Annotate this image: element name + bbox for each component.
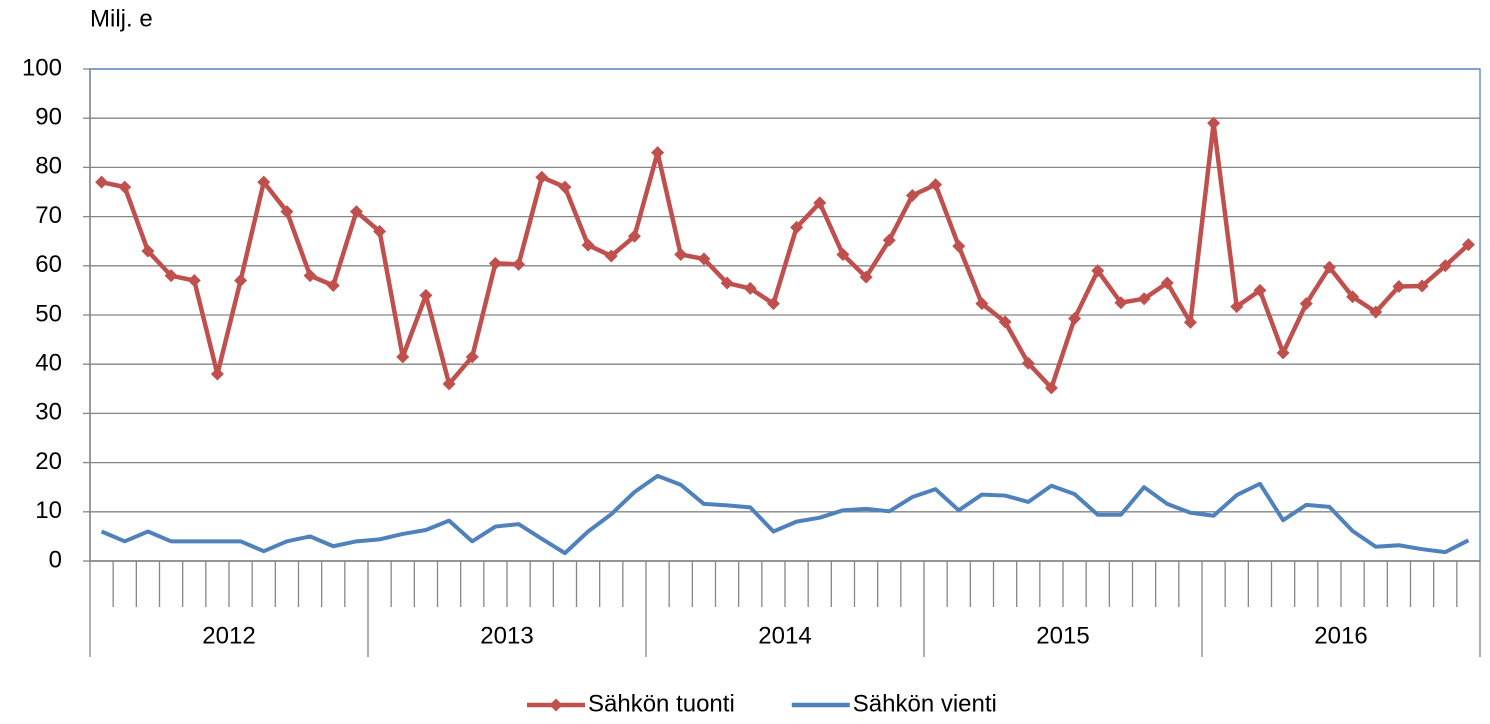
data-point bbox=[1183, 315, 1197, 329]
y-tick-label: 70 bbox=[35, 202, 62, 229]
data-point bbox=[558, 180, 572, 194]
data-point bbox=[882, 233, 896, 247]
data-point bbox=[1299, 297, 1313, 311]
data-point bbox=[349, 205, 363, 219]
data-point bbox=[442, 377, 456, 391]
data-point bbox=[396, 350, 410, 364]
data-point bbox=[836, 247, 850, 261]
data-point bbox=[1415, 279, 1429, 293]
y-tick-label: 80 bbox=[35, 153, 62, 180]
data-point bbox=[627, 229, 641, 243]
data-point bbox=[1207, 116, 1221, 130]
data-point bbox=[905, 188, 919, 202]
y-tick-label: 90 bbox=[35, 104, 62, 131]
data-point bbox=[187, 274, 201, 288]
data-point bbox=[1044, 381, 1058, 395]
x-group-label: 2015 bbox=[1036, 622, 1089, 649]
data-point bbox=[1276, 346, 1290, 360]
data-point bbox=[998, 315, 1012, 329]
data-point bbox=[535, 170, 549, 184]
data-point bbox=[1253, 283, 1267, 297]
data-point bbox=[1114, 296, 1128, 310]
data-point bbox=[929, 178, 943, 192]
y-tick-label: 10 bbox=[35, 497, 62, 524]
data-point bbox=[1392, 279, 1406, 293]
data-point bbox=[1160, 276, 1174, 290]
data-point bbox=[118, 180, 132, 194]
data-point bbox=[326, 278, 340, 292]
data-point bbox=[419, 288, 433, 302]
y-tick-label: 0 bbox=[49, 546, 62, 573]
data-point bbox=[766, 297, 780, 311]
data-point bbox=[141, 244, 155, 258]
data-point bbox=[1346, 290, 1360, 304]
data-point bbox=[975, 297, 989, 311]
y-tick-label: 30 bbox=[35, 399, 62, 426]
data-point bbox=[952, 239, 966, 253]
data-point bbox=[1021, 356, 1035, 370]
data-point bbox=[813, 196, 827, 210]
y-tick-label: 40 bbox=[35, 350, 62, 377]
data-point bbox=[697, 252, 711, 266]
data-point bbox=[581, 238, 595, 252]
y-tick-label: 100 bbox=[22, 54, 62, 81]
data-point bbox=[280, 205, 294, 219]
y-axis-label: Milj. e bbox=[90, 5, 153, 32]
data-point bbox=[95, 175, 109, 189]
data-point bbox=[210, 367, 224, 381]
y-tick-label: 20 bbox=[35, 448, 62, 475]
data-point bbox=[604, 249, 618, 263]
y-tick-label: 50 bbox=[35, 300, 62, 327]
data-point bbox=[1137, 292, 1151, 306]
x-group-label: 2012 bbox=[202, 622, 255, 649]
data-point bbox=[512, 257, 526, 271]
legend-label: Sähkön vienti bbox=[853, 690, 997, 717]
data-point bbox=[1438, 259, 1452, 273]
x-group-label: 2013 bbox=[480, 622, 533, 649]
data-point bbox=[720, 276, 734, 290]
data-point bbox=[465, 350, 479, 364]
data-point bbox=[1322, 260, 1336, 274]
data-point bbox=[859, 270, 873, 284]
x-group-label: 2014 bbox=[758, 622, 811, 649]
y-tick-label: 60 bbox=[35, 251, 62, 278]
data-point bbox=[790, 220, 804, 234]
series-line bbox=[100, 473, 1470, 556]
data-point bbox=[1091, 264, 1105, 278]
data-point bbox=[674, 247, 688, 261]
data-point bbox=[164, 269, 178, 283]
data-point bbox=[1369, 305, 1383, 319]
series-line bbox=[101, 120, 1470, 391]
data-point bbox=[234, 274, 248, 288]
data-point bbox=[1230, 300, 1244, 314]
legend-label: Sähkön tuonti bbox=[588, 690, 735, 717]
data-point bbox=[1068, 311, 1082, 325]
data-point bbox=[373, 224, 387, 238]
data-point bbox=[257, 175, 271, 189]
data-point bbox=[743, 281, 757, 295]
data-point bbox=[651, 146, 665, 160]
data-point bbox=[1461, 238, 1475, 252]
data-point bbox=[303, 269, 317, 283]
legend-marker bbox=[549, 698, 563, 712]
data-point bbox=[488, 256, 502, 270]
x-group-label: 2016 bbox=[1314, 622, 1367, 649]
